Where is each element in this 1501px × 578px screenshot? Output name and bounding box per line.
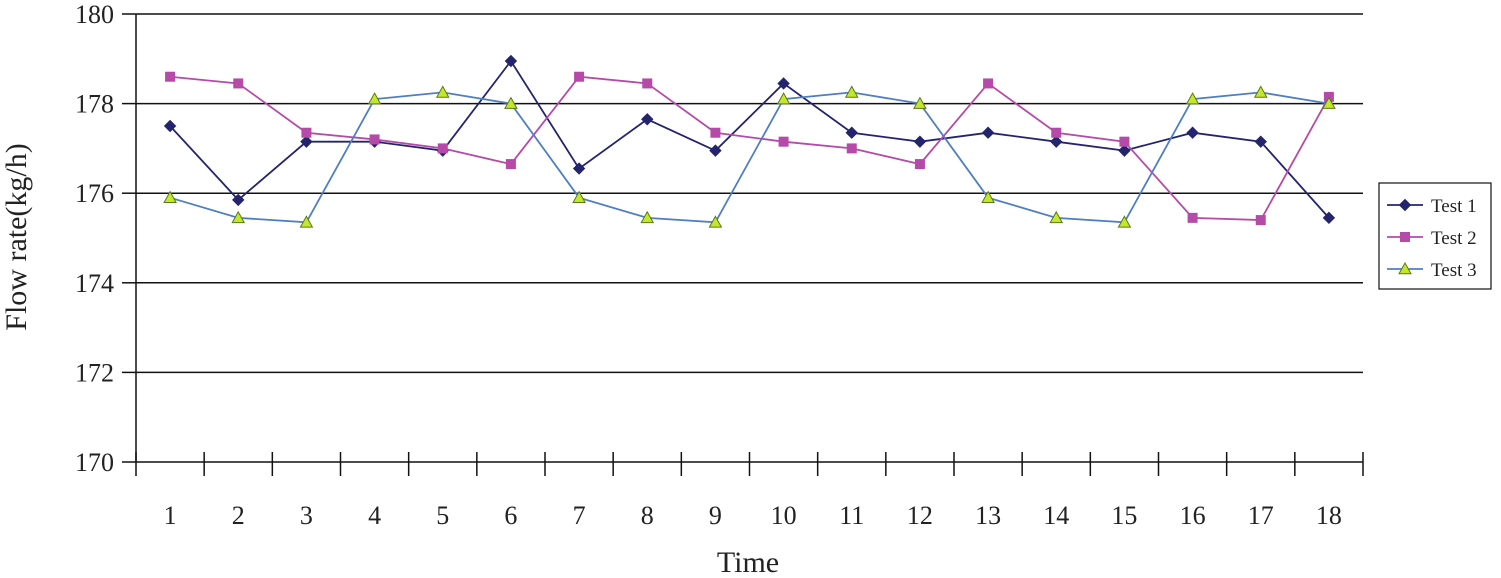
series-3-point-16 [1185,92,1200,105]
series-3-point-2 [231,210,246,224]
series-2-point-3 [301,127,312,138]
x-tick-label-18: 18 [1316,501,1342,530]
series-3-point-9 [708,215,723,228]
series-3-point-13 [981,190,995,203]
series-2-point-4 [369,134,380,145]
series-2-point-13 [983,78,994,89]
x-tick-label-4: 4 [368,501,381,530]
series-2-point-6 [505,159,516,170]
series-3-line [169,91,1330,224]
legend-marker-1 [1398,198,1412,212]
series-1-point-9 [709,144,722,157]
y-tick-label-172: 172 [75,358,114,387]
series-1-point-18 [1322,211,1336,225]
x-tick-label-17: 17 [1248,501,1274,530]
series-3-point-1 [163,190,177,203]
series-3-point-17 [1253,85,1268,98]
legend: Test 1 Test 2 Test 3 [1378,182,1492,290]
x-tick-label-1: 1 [164,501,177,530]
series-1-point-1 [163,119,177,133]
legend-label-3: Test 3 [1431,260,1477,281]
y-axis-label: Flow rate(kg/h) [0,143,33,330]
series-1 [163,54,1336,225]
x-tick-label-16: 16 [1180,501,1206,530]
series-3-point-18 [1322,96,1336,109]
series-2-point-8 [642,78,653,89]
series-3-point-3 [299,215,314,228]
series-3-point-14 [1049,210,1064,224]
series-1-point-7 [572,162,586,175]
x-tick-label-5: 5 [436,501,449,530]
legend-marker-3 [1398,261,1412,275]
series-3 [163,85,1336,228]
legend-box [1378,182,1492,290]
series-2-point-17 [1255,215,1266,226]
x-tick-label-12: 12 [907,501,933,530]
series-1-point-6 [504,54,518,68]
legend-label-1: Test 1 [1431,196,1477,217]
series-2-point-14 [1051,127,1062,138]
series-layer [163,54,1336,228]
series-2-point-2 [233,78,244,89]
x-tick-label-3: 3 [300,501,313,530]
x-tick-label-6: 6 [504,501,517,530]
series-2-point-11 [846,143,857,154]
series-1-point-11 [845,126,858,139]
series-1-point-17 [1254,135,1267,148]
y-tick-label-170: 170 [75,448,114,477]
x-tick-label-2: 2 [232,501,245,530]
y-tick-labels: 170 172 174 176 178 180 [75,0,114,477]
series-3-point-5 [435,85,450,98]
x-tick-label-15: 15 [1111,501,1137,530]
series-2-point-15 [1119,136,1130,147]
y-tick-label-180: 180 [75,0,114,29]
y-tick-label-178: 178 [75,90,114,119]
x-tick-label-9: 9 [709,501,722,530]
series-3-point-12 [913,96,927,109]
x-tick-label-13: 13 [975,501,1001,530]
series-2-point-9 [710,127,721,138]
y-tick-label-176: 176 [75,179,114,208]
series-3-point-15 [1117,215,1132,228]
series-1-point-2 [232,193,245,207]
series-2-point-5 [437,143,448,154]
series-1-point-15 [1118,144,1131,157]
x-tick-label-8: 8 [641,501,654,530]
series-2-point-1 [165,71,176,82]
series-3-point-6 [504,96,518,109]
legend-marker-2 [1400,232,1410,242]
series-1-point-3 [300,135,313,148]
x-tick-label-11: 11 [839,501,864,530]
gridlines [136,13,1363,374]
series-1-point-10 [777,77,790,90]
legend-label-2: Test 2 [1431,228,1477,249]
series-2-point-10 [778,136,789,147]
series-1-point-14 [1050,135,1063,148]
axes [122,13,1364,476]
series-3-point-4 [367,92,382,105]
x-axis-label: Time [717,546,779,578]
y-tick-label-174: 174 [75,269,114,298]
series-3-point-10 [776,92,791,105]
series-1-point-8 [641,113,654,126]
series-2-point-12 [914,159,925,170]
series-3-point-7 [572,190,586,203]
series-1-point-13 [981,126,995,139]
series-1-point-12 [913,135,927,148]
series-2-point-16 [1187,212,1198,223]
series-2-line [169,75,1330,221]
series-1-point-16 [1186,126,1199,139]
x-tick-label-10: 10 [771,501,797,530]
series-1-line [169,59,1330,219]
series-3-point-11 [844,85,859,98]
x-tick-label-7: 7 [573,501,586,530]
series-2-point-7 [574,71,585,82]
series-2 [165,71,1334,226]
x-tick-label-14: 14 [1043,501,1069,530]
series-3-point-8 [640,210,655,224]
x-tick-labels: 1 2 3 4 5 6 7 8 9 10 11 12 13 14 15 16 17 18 [164,501,1342,530]
